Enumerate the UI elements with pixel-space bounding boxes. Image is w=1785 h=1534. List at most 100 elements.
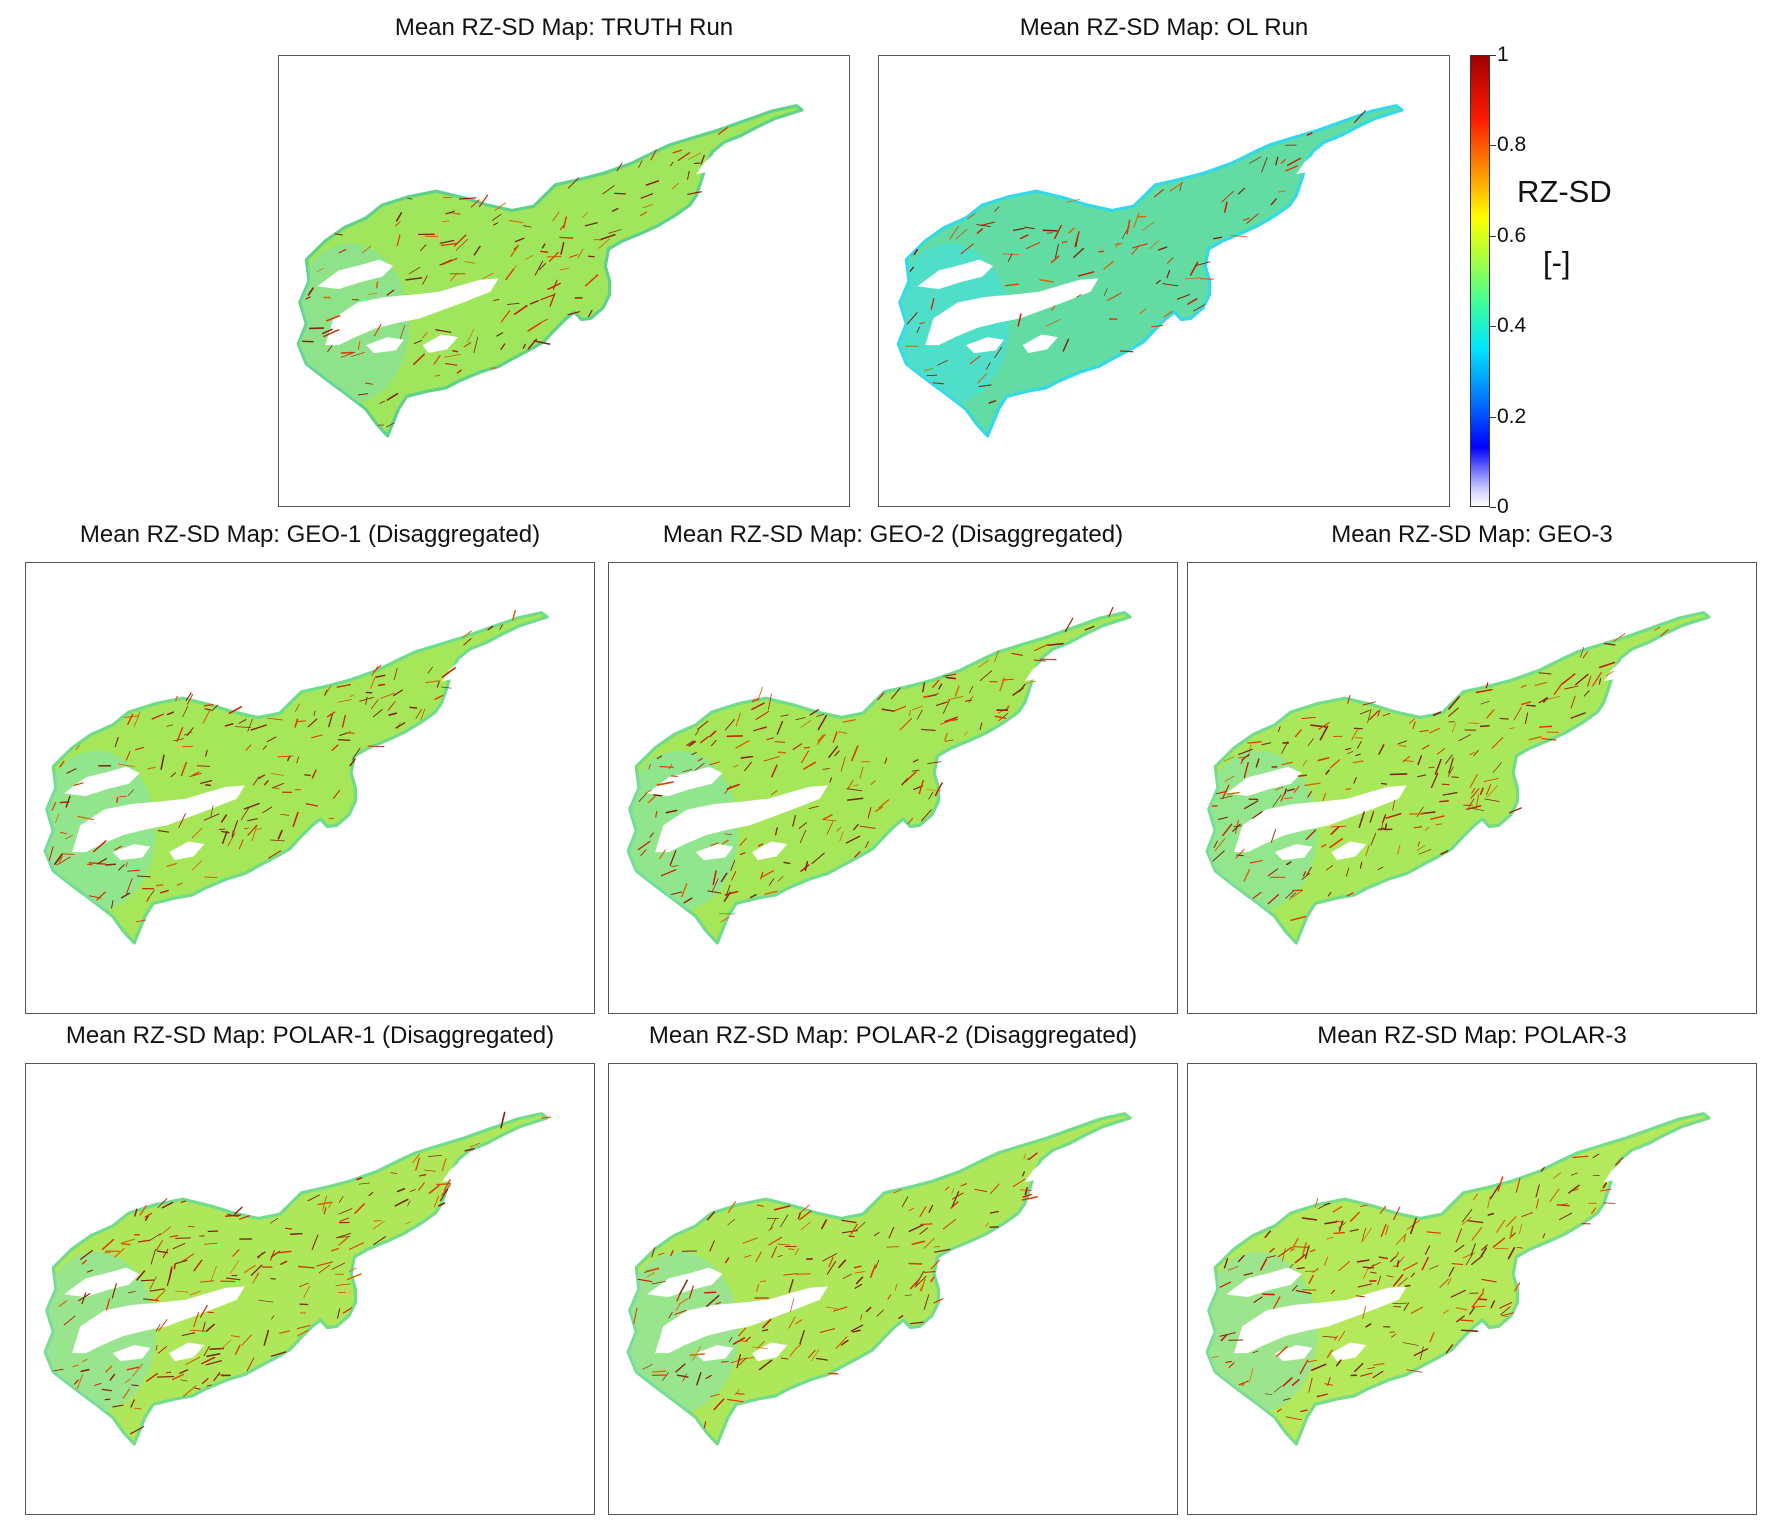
stream-segment: [1448, 757, 1454, 774]
stream-segment: [934, 1248, 951, 1253]
stream-segment: [675, 1304, 681, 1311]
stream-segment: [105, 1298, 111, 1311]
stream-segment: [364, 382, 374, 385]
stream-segment: [911, 1240, 926, 1246]
stream-segment: [1261, 742, 1272, 746]
stream-segment: [965, 699, 972, 702]
stream-segment: [777, 751, 787, 754]
stream-segment: [279, 1250, 292, 1254]
stream-segment: [191, 827, 203, 839]
stream-segment: [81, 1292, 87, 1305]
stream-segment: [967, 213, 976, 220]
stream-segment: [853, 823, 859, 831]
stream-segment: [105, 1365, 113, 1373]
stream-segment: [1073, 247, 1085, 259]
stream-segment: [764, 890, 778, 895]
stream-segment: [144, 1212, 153, 1218]
panel-title-polar2: Mean RZ-SD Map: POLAR-2 (Disaggregated): [648, 1022, 1138, 1049]
stream-segment: [877, 692, 885, 701]
stream-segment: [1114, 242, 1123, 246]
stream-segment: [984, 1222, 989, 1227]
stream-segment: [1486, 785, 1498, 798]
stream-segment: [854, 851, 861, 858]
stream-segment: [114, 845, 123, 851]
stream-segment: [674, 1309, 687, 1315]
stream-segment: [445, 210, 456, 215]
stream-segment: [1553, 1172, 1562, 1179]
stream-segment: [876, 1309, 884, 1317]
stream-segment: [126, 1366, 140, 1371]
stream-segment: [464, 261, 476, 264]
stream-segment: [1347, 751, 1354, 755]
stream-segment: [1317, 1202, 1330, 1210]
stream-segment: [206, 1384, 212, 1387]
stream-segment: [1349, 1229, 1359, 1232]
stream-segment: [151, 713, 164, 720]
stream-segment: [328, 713, 334, 728]
stream-segment: [238, 719, 247, 724]
stream-segment: [689, 1353, 705, 1357]
stream-segment: [1538, 725, 1553, 728]
stream-segment: [1131, 243, 1148, 249]
stream-segment: [1598, 678, 1602, 685]
stream-segment: [914, 1275, 927, 1288]
no-data-gap: [112, 844, 151, 861]
stream-segment: [252, 776, 260, 786]
colorbar-tick-label: 1: [1497, 43, 1509, 66]
stream-segment: [346, 1273, 362, 1281]
stream-segment: [930, 298, 935, 310]
stream-segment: [1515, 1178, 1521, 1193]
stream-segment: [792, 814, 796, 827]
stream-segment: [918, 779, 924, 795]
stream-segment: [1176, 293, 1191, 300]
stream-segment: [292, 811, 299, 827]
stream-segment: [1390, 1256, 1396, 1263]
stream-segment: [751, 697, 760, 703]
stream-segment: [234, 1344, 241, 1355]
stream-segment: [1241, 1381, 1247, 1387]
stream-segment: [1076, 294, 1082, 298]
stream-segment: [835, 1336, 848, 1349]
stream-segment: [1402, 1262, 1418, 1271]
stream-segment: [135, 919, 147, 923]
panel-title-polar3: Mean RZ-SD Map: POLAR-3: [1317, 1022, 1627, 1049]
stream-segment: [157, 1198, 168, 1209]
stream-segment: [396, 1187, 406, 1193]
panel-title-geo1: Mean RZ-SD Map: GEO-1 (Disaggregated): [79, 521, 541, 548]
stream-segment: [668, 1311, 673, 1319]
no-data-gap: [917, 259, 993, 290]
stream-segment: [726, 1398, 744, 1403]
stream-segment: [1393, 1206, 1401, 1221]
stream-segment: [1392, 799, 1396, 811]
stream-segment: [951, 1187, 955, 1195]
stream-segment: [803, 761, 817, 770]
stream-segment: [144, 1215, 149, 1222]
stream-segment: [1604, 642, 1616, 646]
stream-segment: [944, 1186, 950, 1191]
stream-segment: [55, 813, 60, 824]
stream-segment: [909, 266, 914, 272]
stream-segment: [777, 1243, 791, 1246]
no-data-gap: [1296, 155, 1313, 175]
stream-segment: [1293, 785, 1300, 794]
stream-segment: [660, 869, 677, 877]
stream-segment: [1304, 1245, 1310, 1260]
stream-segment: [1507, 1246, 1516, 1260]
stream-segment: [850, 1223, 858, 1235]
stream-segment: [262, 806, 273, 814]
stream-segment: [755, 710, 770, 721]
stream-segment: [1392, 1302, 1408, 1305]
stream-segment: [203, 703, 214, 707]
no-data-gap: [112, 1345, 151, 1362]
stream-segment: [670, 775, 678, 777]
stream-segment: [494, 202, 506, 212]
stream-segment: [448, 212, 461, 215]
stream-segment: [1285, 890, 1295, 899]
stream-segment: [1290, 892, 1297, 898]
stream-segment: [1244, 800, 1259, 810]
stream-segment: [751, 702, 765, 711]
stream-segment: [1479, 724, 1490, 728]
stream-segment: [683, 897, 693, 904]
stream-segment: [826, 821, 834, 835]
stream-segment: [1272, 794, 1282, 808]
